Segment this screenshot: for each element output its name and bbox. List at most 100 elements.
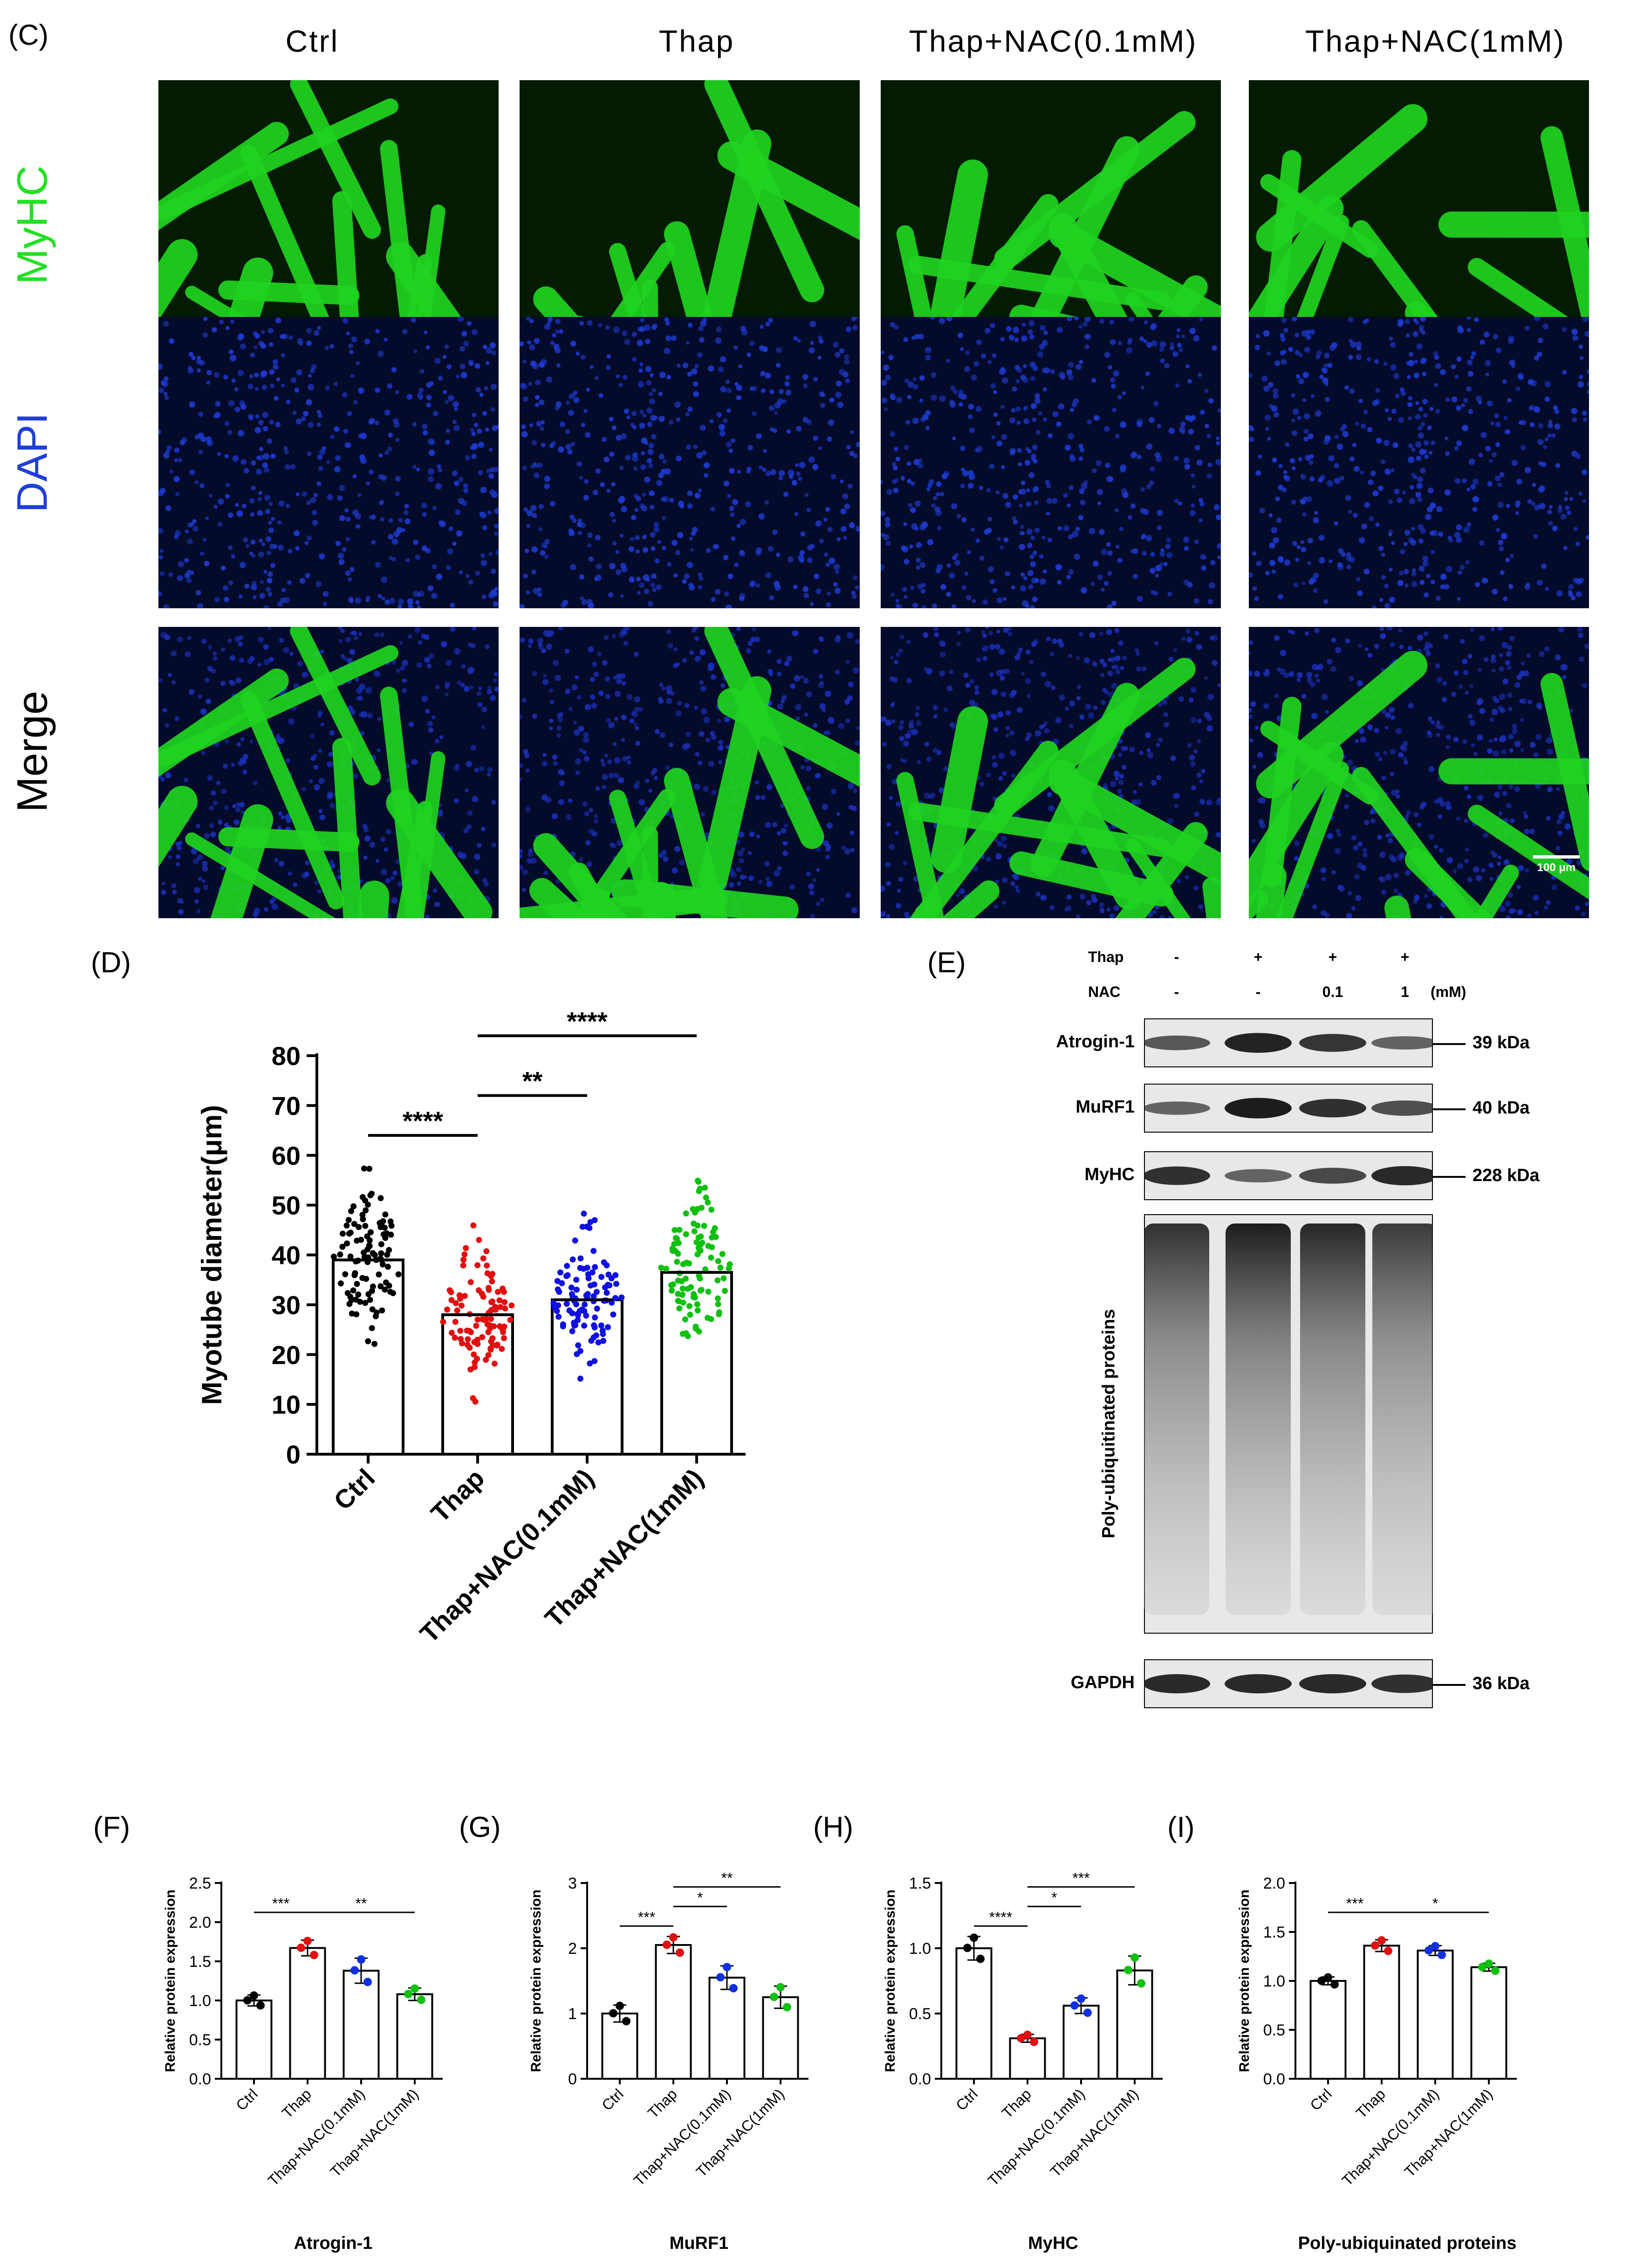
- data-point: [976, 1954, 985, 1963]
- blot-0: [1144, 1018, 1433, 1067]
- data-point: [1431, 1942, 1439, 1951]
- data-point: [584, 1265, 590, 1271]
- data-point: [702, 1266, 709, 1272]
- data-point: [507, 1317, 514, 1323]
- data-point: [579, 1223, 586, 1230]
- significance-label: ****: [989, 1909, 1013, 1925]
- data-point: [454, 1307, 460, 1314]
- data-point: [479, 1334, 486, 1340]
- data-point: [557, 1269, 564, 1276]
- data-point: [592, 1264, 598, 1271]
- data-point: [622, 2017, 630, 2026]
- data-point: [337, 1280, 344, 1287]
- data-point: [593, 1332, 600, 1339]
- data-point: [377, 1195, 384, 1202]
- data-point: [256, 2001, 265, 2010]
- data-point: [465, 1336, 471, 1342]
- data-point: [705, 1288, 712, 1295]
- significance-label: ***: [272, 1895, 289, 1912]
- y-tick-label: 2.0: [189, 1914, 211, 1931]
- blot-header-value: -: [1174, 983, 1179, 1000]
- data-point: [675, 1277, 681, 1284]
- data-point: [563, 1273, 570, 1279]
- protein-chart-0: 0.0 0.5 1.0 1.5 2.0 2.5 Relative protein expre…: [163, 1875, 443, 2253]
- data-point: [573, 1301, 580, 1307]
- data-point: [583, 1223, 590, 1230]
- data-point: [243, 1996, 252, 2005]
- data-point: [722, 1288, 728, 1294]
- significance-label: ****: [567, 1007, 607, 1036]
- data-point: [496, 1323, 503, 1330]
- data-point: [663, 1265, 670, 1272]
- blot-header-label: Thap: [1088, 948, 1124, 965]
- data-point: [411, 1984, 419, 1993]
- bar-2: [708, 1977, 746, 2080]
- data-point: [501, 1299, 508, 1306]
- bar-3: [1116, 1969, 1153, 2080]
- data-point: [363, 1978, 372, 1986]
- x-axis-label: MuRF1: [670, 2234, 729, 2253]
- bar-1: [1009, 2037, 1046, 2080]
- data-point: [501, 1335, 507, 1341]
- small-chart-letter: (G): [459, 1811, 501, 1843]
- y-tick-label: 60: [272, 1141, 301, 1170]
- data-point: [676, 1948, 684, 1957]
- data-point: [552, 1305, 558, 1311]
- data-point: [698, 1287, 705, 1293]
- data-point: [386, 1247, 392, 1253]
- data-point: [708, 1254, 714, 1261]
- data-point: [685, 1333, 691, 1340]
- data-point: [474, 1316, 481, 1323]
- significance-label: *: [1432, 1895, 1438, 1912]
- data-point: [371, 1252, 378, 1258]
- scale-bar: 100 μm: [1533, 855, 1580, 874]
- data-point: [488, 1323, 495, 1330]
- data-point: [484, 1262, 490, 1269]
- data-point: [616, 2001, 624, 2010]
- significance-label: **: [522, 1066, 543, 1096]
- panel-c-letter: (C): [8, 19, 49, 51]
- data-point: [663, 1940, 671, 1949]
- data-point: [696, 1246, 702, 1252]
- data-point: [351, 1221, 357, 1227]
- data-point: [476, 1237, 482, 1243]
- data-point: [1384, 1946, 1392, 1955]
- data-point: [348, 1297, 355, 1303]
- data-point: [705, 1315, 711, 1321]
- x-tick-label: Thap+NAC(1mM): [327, 2085, 422, 2180]
- data-point: [353, 1296, 359, 1303]
- data-point: [671, 1241, 678, 1247]
- data-point: [606, 1282, 613, 1289]
- bar-2: [1062, 2005, 1100, 2080]
- data-point: [676, 1227, 683, 1233]
- data-point: [1017, 2034, 1025, 2042]
- blot-label: Atrogin-1: [1056, 1031, 1135, 1052]
- protein-chart-2: 0.0 0.5 1.0 1.5 Relative protein expression C…: [883, 1869, 1163, 2253]
- kda-label: 39 kDa: [1473, 1032, 1530, 1052]
- data-point: [679, 1285, 686, 1292]
- data-point: [388, 1223, 395, 1229]
- y-tick-label: 80: [272, 1041, 301, 1071]
- y-tick-label: 0.5: [909, 2005, 931, 2023]
- data-point: [669, 1287, 675, 1294]
- data-point: [603, 1290, 610, 1296]
- data-point: [569, 1310, 575, 1317]
- data-point: [388, 1231, 394, 1238]
- data-point: [359, 1211, 366, 1218]
- y-tick-label: 0.5: [1263, 2021, 1285, 2039]
- data-point: [493, 1342, 500, 1349]
- data-point: [470, 1395, 476, 1402]
- data-point: [555, 1313, 562, 1320]
- data-point: [605, 1271, 612, 1278]
- data-point: [499, 1346, 505, 1352]
- data-point: [673, 1235, 680, 1242]
- data-point: [573, 1277, 580, 1283]
- data-point: [1137, 1979, 1145, 1988]
- data-point: [694, 1177, 701, 1184]
- data-point: [590, 1293, 597, 1299]
- data-point: [452, 1319, 459, 1325]
- data-point: [463, 1245, 469, 1251]
- data-point: [703, 1194, 709, 1201]
- data-point: [379, 1307, 385, 1314]
